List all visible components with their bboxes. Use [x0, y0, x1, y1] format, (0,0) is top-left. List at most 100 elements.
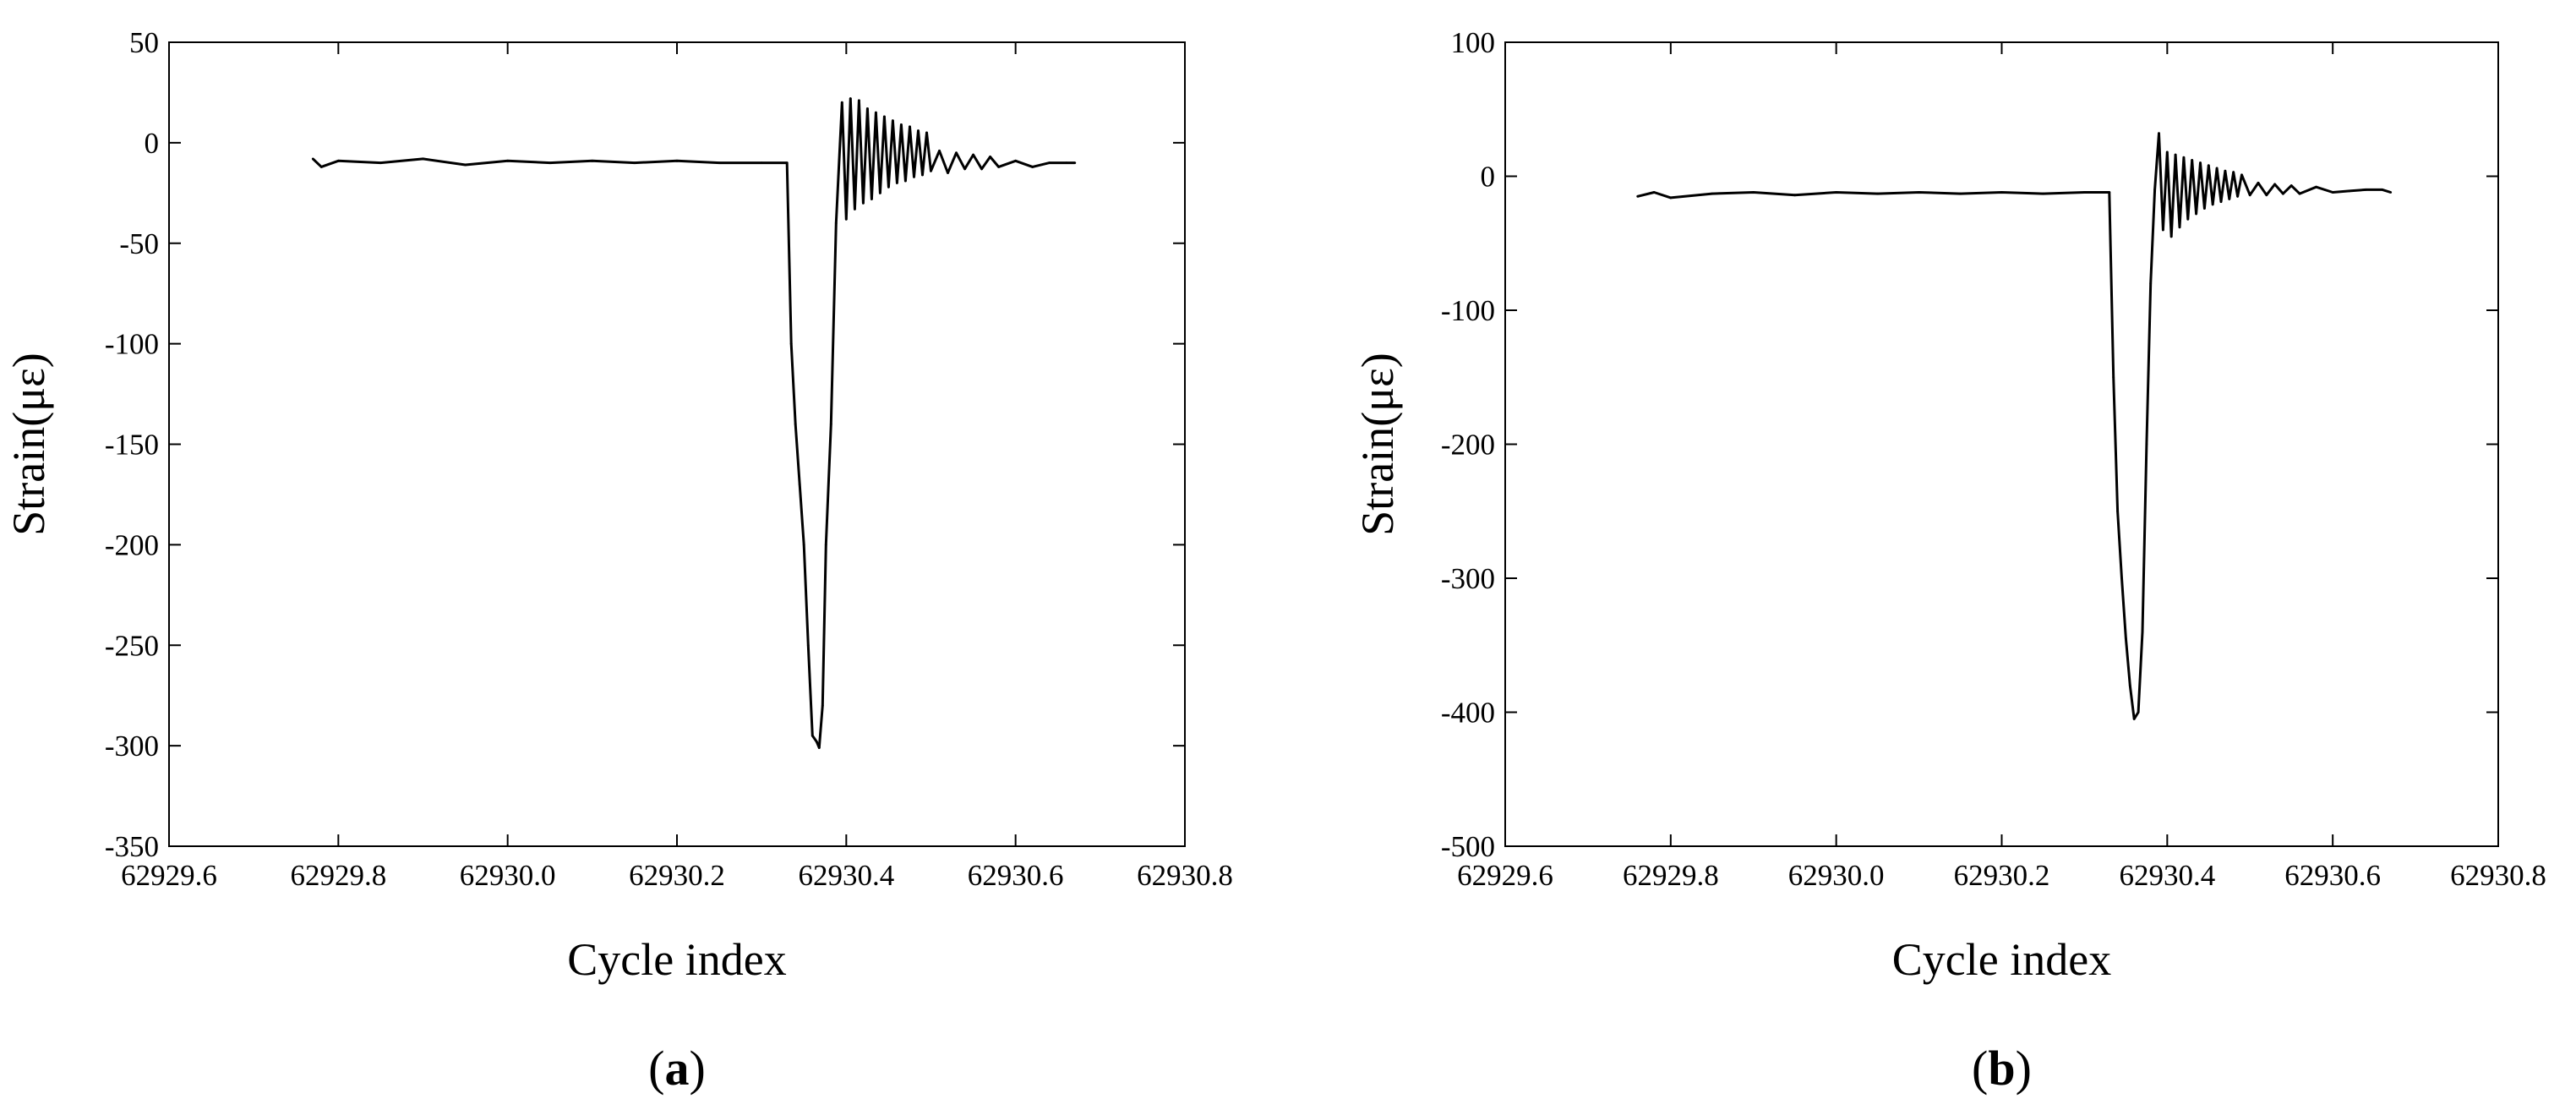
data-point [2273, 183, 2277, 186]
y-axis-title: Strain(με) [3, 353, 54, 536]
y-tick-label: -350 [105, 830, 159, 863]
data-point [319, 166, 323, 168]
data-point [789, 342, 793, 345]
data-point [2236, 194, 2240, 198]
data-point [2182, 156, 2186, 159]
y-tick-label: -50 [119, 227, 159, 260]
data-point [955, 151, 958, 155]
data-point [1669, 196, 1673, 200]
data-point [997, 166, 1000, 168]
data-point [2108, 191, 2111, 194]
data-point [2331, 191, 2334, 194]
chart-panel-a: 62929.6 62929.8 62930.0 62930.2 62930.4 62930… [3, 26, 1233, 1096]
y-tick-label: -200 [105, 528, 159, 561]
data-point [2169, 235, 2173, 238]
data-point [810, 734, 814, 737]
axis-ticks: 62929.6 62929.8 62930.0 62930.2 62930.4 62930… [1441, 26, 2546, 892]
data-point [311, 157, 314, 161]
data-point [794, 423, 797, 426]
data-point [829, 423, 832, 426]
data-point [718, 161, 721, 165]
chart-panel-b: 62929.6 62929.8 62930.0 62930.2 62930.4 62930… [1352, 26, 2546, 1096]
x-tick-label: 62930.0 [1788, 859, 1885, 892]
data-point [1031, 166, 1034, 168]
data-point [2211, 203, 2214, 206]
data-point [2137, 711, 2140, 714]
data-point [2232, 171, 2235, 174]
data-point [938, 150, 941, 152]
data-point [870, 198, 873, 200]
data-point [2083, 191, 2086, 194]
data-point [591, 159, 594, 162]
data-point [896, 182, 898, 184]
panel-label-letter: b [1988, 1041, 2015, 1096]
data-point [834, 221, 838, 225]
data-point [2191, 159, 2194, 161]
y-tick-label: 0 [145, 127, 160, 160]
x-tick-label: 62930.8 [1137, 859, 1233, 892]
data-point [2248, 194, 2251, 197]
data-point [917, 129, 920, 133]
panel-label: (b) [1972, 1041, 2032, 1096]
data-point [2257, 182, 2260, 184]
data-point [2174, 153, 2177, 156]
data-point [2348, 189, 2351, 193]
data-point [2125, 637, 2127, 640]
plot-area: 62929.6 62929.8 62930.0 62930.2 62930.4 62930… [105, 26, 1233, 892]
plot-area: 62929.6 62929.8 62930.0 62930.2 62930.4 62930… [1441, 26, 2546, 892]
data-point [875, 111, 877, 114]
data-point [930, 169, 932, 172]
data-point [921, 173, 924, 177]
x-tick-label: 62930.8 [2450, 859, 2546, 892]
data-point [1793, 194, 1797, 197]
y-tick-label: -500 [1441, 830, 1495, 863]
data-point [798, 483, 801, 486]
x-tick-label: 62929.8 [1623, 859, 1719, 892]
data-point [2381, 189, 2384, 191]
x-tick-label: 62930.2 [1954, 859, 2050, 892]
data-point [336, 159, 340, 162]
data-point [2162, 228, 2164, 232]
data-point [2158, 132, 2160, 135]
y-tick-label: -250 [105, 629, 159, 662]
data-point [2149, 282, 2153, 285]
data-point [913, 175, 915, 178]
x-axis-title: Cycle index [567, 934, 786, 985]
x-tick-label: 62930.6 [2284, 859, 2381, 892]
data-point [824, 544, 827, 546]
x-tick-label: 62930.6 [968, 859, 1064, 892]
data-point [422, 157, 424, 161]
y-axis-title: Strain(με) [1352, 353, 1403, 536]
data-point [2224, 169, 2227, 172]
data-point [900, 123, 903, 126]
data-point [1835, 191, 1838, 194]
data-point [1014, 159, 1018, 162]
data-point [815, 741, 818, 743]
data-point [2315, 185, 2318, 189]
data-point [2116, 510, 2120, 513]
data-point [2389, 191, 2393, 194]
data-point [1652, 191, 1656, 194]
data-point [2265, 194, 2268, 197]
y-tick-label: -150 [105, 429, 159, 462]
data-point [2207, 164, 2210, 167]
data-point [2228, 198, 2231, 200]
data-point [844, 217, 848, 221]
y-tick-label: -100 [1441, 294, 1495, 327]
data-point [2195, 212, 2198, 216]
data-point [2128, 684, 2131, 687]
panel-label-close: ) [690, 1041, 706, 1096]
y-tick-label: 50 [129, 26, 159, 59]
data-point [854, 207, 856, 211]
x-tick-label: 62929.8 [290, 859, 386, 892]
x-tick-label: 62930.4 [798, 859, 894, 892]
panel-label-open: ( [648, 1041, 664, 1096]
x-tick-label: 62930.2 [629, 859, 725, 892]
data-point [2364, 189, 2367, 191]
data-point [1752, 191, 1755, 194]
data-point [904, 179, 907, 183]
data-point [760, 161, 763, 165]
data-point [2186, 217, 2190, 221]
data-point [806, 643, 810, 647]
